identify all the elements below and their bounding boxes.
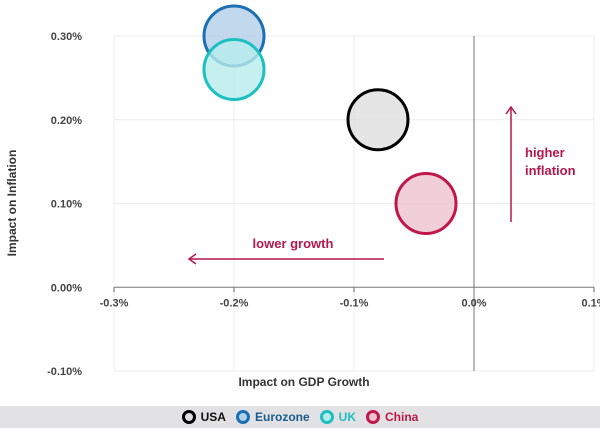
legend-label: USA xyxy=(200,410,226,424)
legend-marker-icon xyxy=(319,410,334,424)
x-tick-label: 0.1% xyxy=(581,297,600,309)
legend-item-eurozone: Eurozone xyxy=(235,410,310,424)
y-axis-label: Impact on Inflation xyxy=(5,150,19,257)
legend-item-uk: UK xyxy=(319,410,356,424)
legend-marker-icon xyxy=(181,410,196,424)
legend-marker-icon xyxy=(235,410,250,424)
lower-growth-label: lower growth xyxy=(253,236,334,251)
legend-label: UK xyxy=(338,410,356,424)
legend-item-usa: USA xyxy=(181,410,226,424)
higher-inflation-label-line1: higher xyxy=(525,145,565,160)
bubbles xyxy=(202,4,458,235)
tick-labels: -0.3% -0.2% -0.1% 0.0% 0.1% -0.10% 0.00% 0.10% 0… xyxy=(47,31,600,378)
legend: USA Eurozone UK China xyxy=(0,406,600,428)
y-tick-label: 0.10% xyxy=(51,199,82,211)
y-tick-label: 0.00% xyxy=(51,282,82,294)
legend-item-china: China xyxy=(366,410,418,424)
bubble-chart: -0.3% -0.2% -0.1% 0.0% 0.1% -0.10% 0.00% 0.10% 0… xyxy=(5,4,600,389)
bubble-uk xyxy=(202,38,266,101)
x-tick-label: -0.3% xyxy=(100,297,129,309)
grid xyxy=(113,35,595,372)
higher-inflation-label-line2: inflation xyxy=(525,163,576,178)
bubble-usa xyxy=(346,88,410,152)
left-arrow-head xyxy=(187,253,197,265)
x-tick-label: -0.2% xyxy=(220,297,249,309)
y-tick-label: 0.30% xyxy=(51,31,82,43)
x-tick-label: -0.1% xyxy=(340,297,369,309)
axes xyxy=(113,36,595,371)
y-tick-label: 0.20% xyxy=(51,115,82,127)
y-tick-label: -0.10% xyxy=(47,366,82,378)
x-axis-label: Impact on GDP Growth xyxy=(238,375,369,389)
higher-inflation-annotation: higher inflation xyxy=(505,105,576,222)
up-arrow-head xyxy=(505,105,517,115)
legend-label: China xyxy=(385,410,419,424)
legend-marker-icon xyxy=(366,410,380,424)
x-tick-label: 0.0% xyxy=(461,297,486,309)
legend-label: Eurozone xyxy=(254,410,310,424)
lower-growth-annotation: lower growth xyxy=(187,236,384,265)
bubble-china xyxy=(394,172,458,235)
